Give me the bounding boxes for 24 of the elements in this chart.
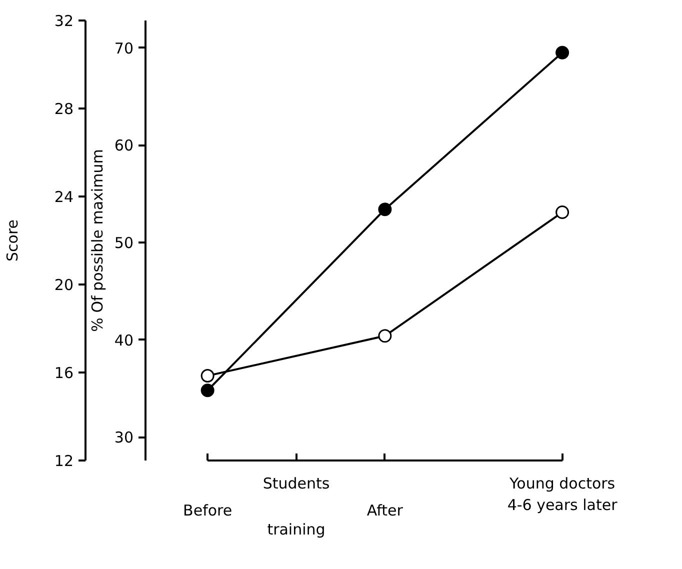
y-tick-label: 40 (114, 331, 134, 350)
x-tick-label: Young doctors 4-6 years later (507, 474, 618, 514)
y-tick-label: 60 (114, 136, 134, 155)
y2-tick-label: 20 (54, 276, 74, 294)
point (200, 369, 214, 383)
y-axis-title: % Of possible maximum (88, 149, 106, 332)
y-tick-label: 70 (114, 39, 134, 58)
text: Students (262, 474, 330, 492)
y2-tick-label: 28 (54, 100, 74, 118)
y2-tick-label: 12 (54, 452, 74, 470)
y2-tick-label: 24 (54, 188, 74, 206)
point (378, 202, 392, 216)
point (556, 206, 570, 220)
y-tick-label: 50 (114, 234, 134, 252)
x-tick-label: After (366, 502, 404, 520)
y2-axis-title: Score (3, 219, 22, 262)
y2-tick-label: 32 (54, 12, 74, 30)
y2-tick-label: 16 (54, 364, 74, 382)
x-tick-label: Before (183, 502, 232, 520)
point (556, 46, 570, 60)
y-tick-label: 30 (114, 428, 134, 447)
point (200, 384, 214, 398)
text: training (267, 520, 326, 538)
point (378, 329, 392, 343)
